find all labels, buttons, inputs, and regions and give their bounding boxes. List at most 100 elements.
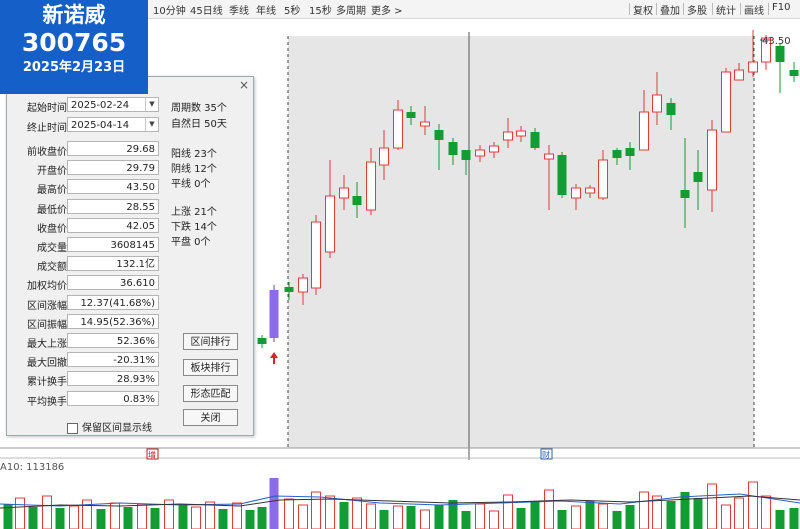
- volume-bar: [3, 504, 13, 529]
- stock-name: 新诺威: [42, 3, 106, 27]
- volume-bar: [721, 504, 731, 529]
- start-time-select[interactable]: 2025-02-24 ▼: [67, 97, 159, 112]
- stat-down-candles: 阴线 12个: [171, 164, 217, 175]
- period-toolbar: 10分钟 45日线 季线 年线 5秒 15秒 多周期 更多 > 复权 叠加 多股 统计 画线 F10: [0, 0, 800, 19]
- toolbar-item[interactable]: 多周期: [336, 6, 366, 17]
- field-value: 12.37(41.68%): [67, 294, 159, 310]
- volume-bar: [69, 505, 79, 529]
- finance-marker-box: [540, 448, 553, 460]
- volume-bar: [298, 504, 308, 529]
- toolbar-item[interactable]: 多股: [687, 6, 707, 17]
- volume-bar: [680, 492, 690, 529]
- volume-bar: [366, 503, 376, 529]
- toolbar-item[interactable]: 10分钟: [153, 6, 186, 17]
- candle-body: [393, 109, 403, 149]
- field-value: 28.93%: [67, 371, 159, 387]
- volume-bar: [379, 510, 389, 529]
- candle-body: [557, 155, 567, 195]
- sector-rank-button[interactable]: 板块排行: [183, 359, 238, 376]
- candle-body: [352, 196, 362, 205]
- toolbar-item[interactable]: 叠加: [660, 6, 680, 17]
- field-value: 28.55: [67, 198, 159, 214]
- toolbar-item[interactable]: F10: [772, 2, 791, 13]
- candle-body: [503, 131, 513, 141]
- candle-body: [516, 130, 526, 137]
- volume-ma-line: [0, 493, 800, 507]
- field-value: 36.610: [67, 275, 159, 291]
- toolbar-divider: [656, 3, 657, 15]
- volume-bar: [232, 502, 242, 529]
- toolbar-item[interactable]: 复权: [633, 6, 653, 17]
- close-icon[interactable]: ×: [238, 78, 249, 92]
- toolbar-item[interactable]: 15秒: [309, 6, 332, 17]
- volume-bar: [150, 508, 160, 529]
- price-marker-label: 43.50: [762, 36, 791, 47]
- field-label: 累计换手: [27, 377, 67, 389]
- volume-bar: [420, 509, 430, 529]
- volume-bar: [178, 505, 188, 529]
- candle-body: [434, 130, 444, 140]
- volume-bar: [639, 491, 649, 529]
- interval-shade: [288, 36, 754, 448]
- volume-bar: [123, 507, 133, 529]
- volume-bar: [393, 505, 403, 529]
- volume-bar: [269, 478, 279, 529]
- volume-bar: [448, 500, 458, 529]
- toolbar-item[interactable]: 更多 >: [371, 6, 403, 17]
- candle-body: [775, 46, 785, 62]
- toolbar-item[interactable]: 年线: [256, 6, 276, 17]
- volume-bar: [284, 498, 294, 529]
- stat-natural-days: 自然日 50天: [171, 119, 227, 130]
- candle-body: [612, 150, 622, 158]
- toolbar-divider: [629, 3, 630, 15]
- volume-bar: [598, 503, 608, 529]
- candle-body: [571, 187, 581, 199]
- toolbar-item[interactable]: 画线: [744, 6, 764, 17]
- volume-bar: [55, 508, 65, 529]
- chevron-down-icon[interactable]: ▼: [145, 118, 158, 131]
- field-label: 成交额: [37, 262, 67, 274]
- candle-body: [748, 61, 758, 73]
- field-value: 42.05: [67, 217, 159, 233]
- candle-body: [530, 132, 540, 148]
- volume-bar: [164, 499, 174, 529]
- start-time-label: 起始时间: [27, 103, 67, 114]
- candle-body: [311, 221, 321, 289]
- toolbar-item[interactable]: 季线: [229, 6, 249, 17]
- volume-bar: [557, 510, 567, 529]
- candle-body: [257, 338, 267, 344]
- chevron-down-icon[interactable]: ▼: [145, 98, 158, 111]
- volume-bar: [311, 491, 321, 529]
- volume-bar: [503, 494, 513, 529]
- volume-bar: [789, 508, 799, 529]
- field-label: 开盘价: [37, 166, 67, 178]
- toolbar-item[interactable]: 统计: [716, 6, 736, 17]
- end-time-select[interactable]: 2025-04-14 ▼: [67, 117, 159, 132]
- candle-body: [639, 111, 649, 151]
- close-button[interactable]: 关闭: [183, 409, 238, 426]
- checkbox-icon[interactable]: [67, 422, 78, 434]
- field-label: 区间涨幅: [27, 300, 67, 312]
- stat-up-days: 上涨 21个: [171, 207, 217, 218]
- field-label: 最大上涨: [27, 339, 67, 350]
- field-label: 收盘价: [37, 223, 67, 235]
- volume-bar: [406, 506, 416, 529]
- toolbar-item[interactable]: 45日线: [190, 6, 223, 17]
- toolbar-item[interactable]: 5秒: [284, 6, 301, 17]
- volume-bar: [693, 498, 703, 529]
- candle-body: [693, 172, 703, 182]
- candle-body: [707, 129, 717, 191]
- candle-body: [734, 69, 744, 81]
- candle-body: [298, 277, 308, 293]
- keep-interval-line-checkbox[interactable]: 保留区间显示线: [67, 419, 152, 434]
- toolbar-divider: [740, 3, 741, 15]
- pattern-match-button[interactable]: 形态匹配: [183, 385, 238, 402]
- field-label: 成交量: [37, 243, 67, 254]
- candle-body: [489, 145, 499, 153]
- stat-flat-candles: 平线 0个: [171, 179, 211, 190]
- event-marker: 增: [148, 450, 156, 460]
- interval-rank-button[interactable]: 区间排行: [183, 333, 238, 350]
- stat-periods: 周期数 35个: [171, 103, 227, 114]
- candle-body: [420, 121, 430, 127]
